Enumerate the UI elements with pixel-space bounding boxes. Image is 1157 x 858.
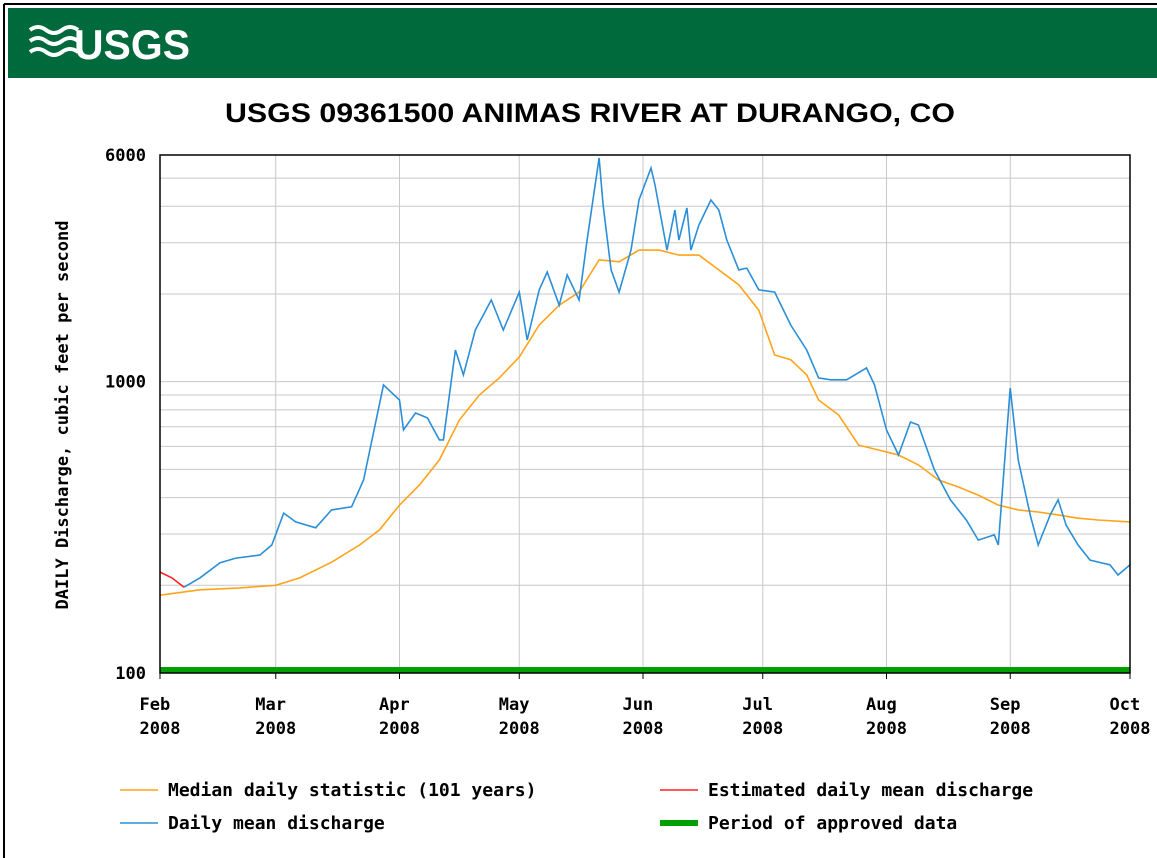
x-tick-label: Feb 2008 [140,695,181,739]
x-tick-label: Jun 2008 [623,695,664,739]
legend-label: Daily mean discharge [168,813,385,834]
x-tick-label: Sep 2008 [990,695,1031,739]
plot-frame [159,154,1131,674]
header-bar [8,8,1157,78]
x-tick-label: Oct 2008 [1110,695,1151,739]
y-tick-label: 100 [115,664,146,684]
legend-label: Median daily statistic (101 years) [168,780,536,801]
legend-label: Estimated daily mean discharge [708,780,1033,801]
logo-text: USGS [74,21,190,68]
x-tick-label: Jul 2008 [742,695,783,739]
y-axis-label: DAILY Discharge, cubic feet per second [53,221,73,610]
y-tick-label: 6000 [105,146,146,166]
data-line [159,571,185,588]
data-line [159,249,1131,596]
y-tick-label: 1000 [105,373,146,393]
logo-waves [28,25,80,57]
legend-label: Period of approved data [708,813,957,834]
x-tick-label: May 2008 [499,695,540,739]
x-tick-label: Apr 2008 [379,695,420,739]
chart-title: USGS 09361500 ANIMAS RIVER AT DURANGO, C… [225,98,955,128]
x-tick-label: Aug 2008 [866,695,907,739]
data-line [183,157,1131,588]
x-tick-label: Mar 2008 [255,695,296,739]
